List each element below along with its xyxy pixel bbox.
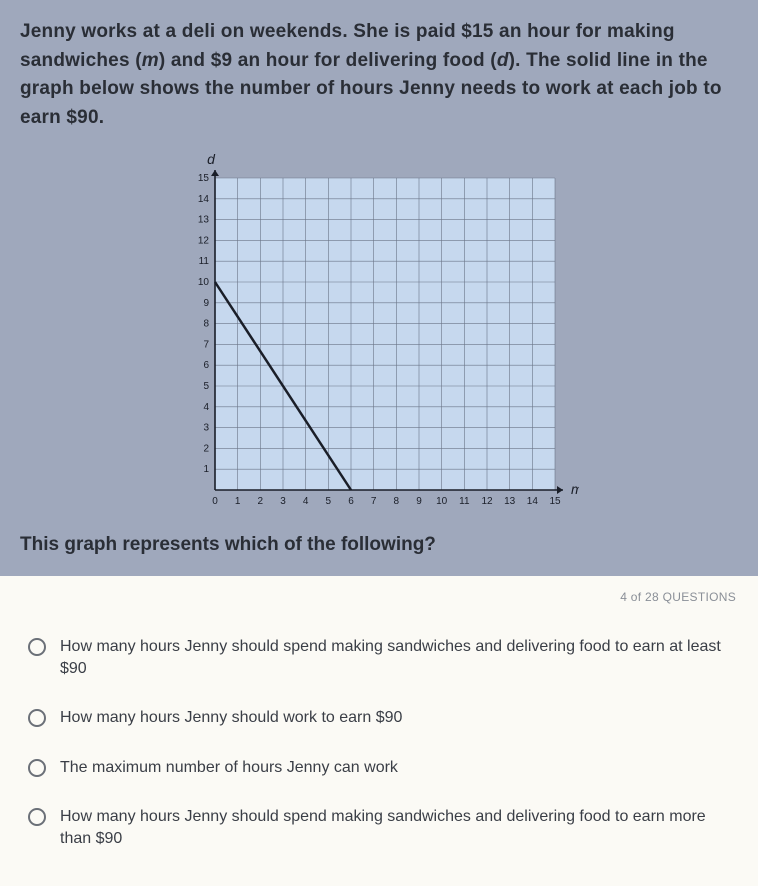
svg-text:15: 15	[198, 173, 210, 184]
svg-text:12: 12	[198, 235, 210, 246]
svg-text:13: 13	[504, 496, 516, 507]
svg-text:13: 13	[198, 215, 210, 226]
answers-panel: 4 of 28 QUESTIONS How many hours Jenny s…	[0, 576, 758, 886]
svg-text:7: 7	[203, 339, 209, 350]
qtext-italic-m: m	[142, 50, 159, 71]
question-counter: 4 of 28 QUESTIONS	[22, 590, 736, 604]
option-1[interactable]: How many hours Jenny should work to earn…	[22, 693, 736, 743]
svg-text:1: 1	[235, 496, 241, 507]
svg-text:d: d	[207, 151, 216, 167]
svg-text:4: 4	[303, 496, 309, 507]
svg-text:4: 4	[203, 402, 209, 413]
svg-text:14: 14	[527, 496, 539, 507]
svg-text:15: 15	[549, 496, 561, 507]
svg-text:11: 11	[199, 256, 210, 267]
question-prompt: This graph represents which of the follo…	[20, 534, 738, 556]
option-text: How many hours Jenny should spend making…	[60, 636, 730, 679]
svg-text:10: 10	[436, 496, 448, 507]
svg-text:6: 6	[203, 360, 209, 371]
question-panel: Jenny works at a deli on weekends. She i…	[0, 0, 758, 576]
option-0[interactable]: How many hours Jenny should spend making…	[22, 622, 736, 693]
radio-icon[interactable]	[28, 759, 46, 777]
option-2[interactable]: The maximum number of hours Jenny can wo…	[22, 743, 736, 793]
line-graph: 0123456789101112131415123456789101112131…	[179, 150, 579, 520]
svg-text:1: 1	[203, 464, 209, 475]
svg-text:2: 2	[203, 443, 209, 454]
svg-text:5: 5	[326, 496, 332, 507]
svg-text:8: 8	[203, 319, 209, 330]
option-text: How many hours Jenny should work to earn…	[60, 707, 730, 729]
svg-text:3: 3	[203, 423, 209, 434]
svg-text:3: 3	[280, 496, 286, 507]
radio-icon[interactable]	[28, 638, 46, 656]
svg-text:8: 8	[394, 496, 400, 507]
svg-text:9: 9	[416, 496, 422, 507]
svg-text:2: 2	[258, 496, 264, 507]
svg-text:6: 6	[348, 496, 354, 507]
option-3[interactable]: How many hours Jenny should spend making…	[22, 792, 736, 863]
qtext-italic-d: d	[497, 50, 509, 71]
svg-text:7: 7	[371, 496, 377, 507]
svg-text:11: 11	[459, 496, 470, 507]
svg-text:5: 5	[203, 381, 209, 392]
svg-text:10: 10	[198, 277, 210, 288]
svg-text:0: 0	[212, 496, 218, 507]
option-text: How many hours Jenny should spend making…	[60, 806, 730, 849]
question-text: Jenny works at a deli on weekends. She i…	[20, 18, 738, 132]
svg-text:14: 14	[198, 194, 210, 205]
qtext-part-2: ) and $9 an hour for delivering food (	[159, 50, 497, 71]
option-text: The maximum number of hours Jenny can wo…	[60, 757, 730, 779]
svg-text:m: m	[571, 481, 579, 497]
svg-text:9: 9	[203, 298, 209, 309]
radio-icon[interactable]	[28, 808, 46, 826]
graph-container: 0123456789101112131415123456789101112131…	[20, 150, 738, 520]
svg-text:12: 12	[481, 496, 493, 507]
radio-icon[interactable]	[28, 709, 46, 727]
